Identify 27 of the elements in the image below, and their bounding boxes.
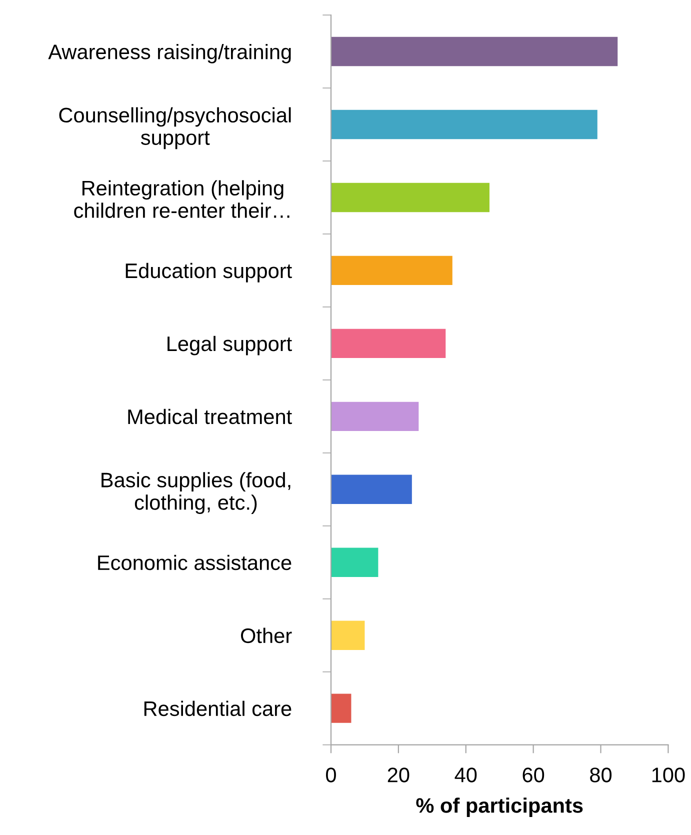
y-tick-label: Other: [240, 628, 292, 644]
bar: [330, 620, 365, 650]
bar: [330, 182, 490, 212]
y-tick-label: Economic assistance: [98, 554, 292, 570]
x-tick-label: 100: [652, 768, 685, 782]
y-tick-label: Reintegration (helping children re-enter their…: [74, 180, 290, 218]
bar: [330, 694, 352, 723]
bar: [330, 328, 446, 358]
x-tick-label: 60: [522, 768, 544, 782]
bar: [330, 256, 452, 286]
x-tick-label: 40: [454, 768, 477, 782]
y-tick-label: Education support: [126, 262, 292, 282]
y-tick-label: Residential care: [144, 700, 292, 716]
x-axis-title: % of participants: [416, 798, 583, 817]
x-tick-label: 80: [590, 768, 612, 782]
bar: [330, 110, 598, 140]
bar: [330, 402, 419, 432]
y-tick-label: Counselling/psychosocial support: [59, 107, 291, 150]
y-tick-label: Awareness raising/training: [48, 44, 291, 64]
bar: [330, 36, 618, 66]
x-tick-label: 20: [388, 768, 410, 782]
y-tick-label: Legal support: [168, 336, 292, 356]
y-tick-label: Medical treatment: [128, 408, 292, 424]
bar: [330, 548, 378, 577]
y-tick-label: Basic supplies (food, clothing, etc.): [102, 472, 290, 514]
x-tick-label: 0: [326, 768, 336, 782]
bar: [330, 474, 412, 504]
